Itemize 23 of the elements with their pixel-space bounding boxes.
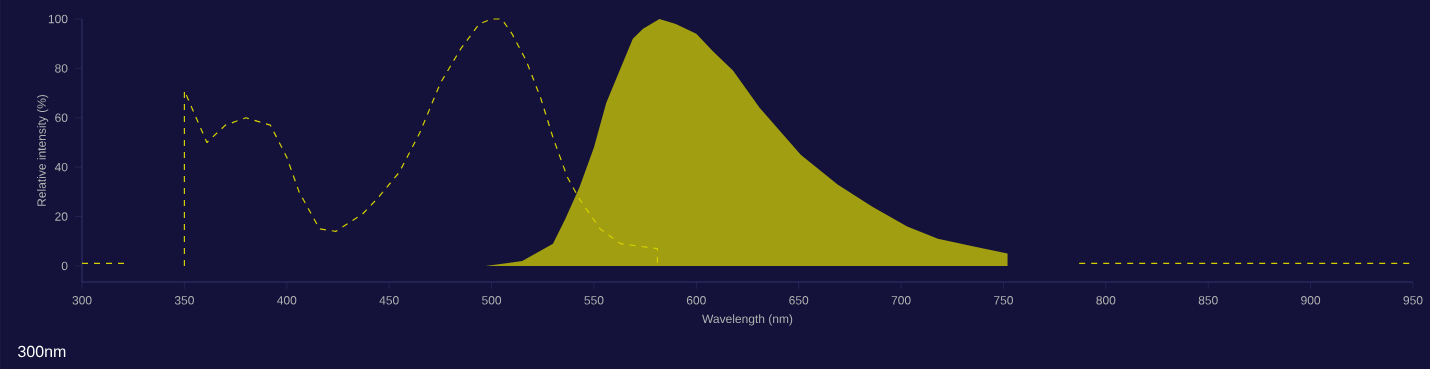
y-tick-label: 60 — [55, 113, 68, 123]
x-tick-label: 400 — [277, 296, 297, 305]
y-tick-label: 40 — [54, 162, 68, 172]
x-tick-label: 800 — [1096, 296, 1116, 305]
x-tick-label: 550 — [584, 296, 604, 305]
x-tick-label: 700 — [891, 296, 911, 305]
y-tick-label: 100 — [48, 14, 68, 24]
y-tick-label: 0 — [61, 261, 68, 271]
y-axis-title: Relative intensity (%) — [37, 94, 49, 206]
y-tick-label: 80 — [55, 64, 68, 73]
y-tick-label: 20 — [55, 212, 68, 221]
x-tick-label: 450 — [379, 296, 399, 305]
x-axis-title: Wavelength (nm) — [702, 314, 793, 326]
x-tick-label: 300 — [72, 296, 92, 305]
x-tick-label: 650 — [789, 296, 809, 305]
x-tick-label: 600 — [686, 296, 706, 305]
x-tick-label: 850 — [1198, 296, 1218, 305]
x-tick-label: 950 — [1403, 296, 1423, 305]
x-tick-label: 900 — [1301, 296, 1321, 305]
x-tick-label: 750 — [994, 296, 1013, 305]
x-tick-label: 500 — [482, 296, 502, 305]
x-tick-label: 350 — [174, 296, 194, 305]
text: 300nm — [18, 345, 66, 358]
